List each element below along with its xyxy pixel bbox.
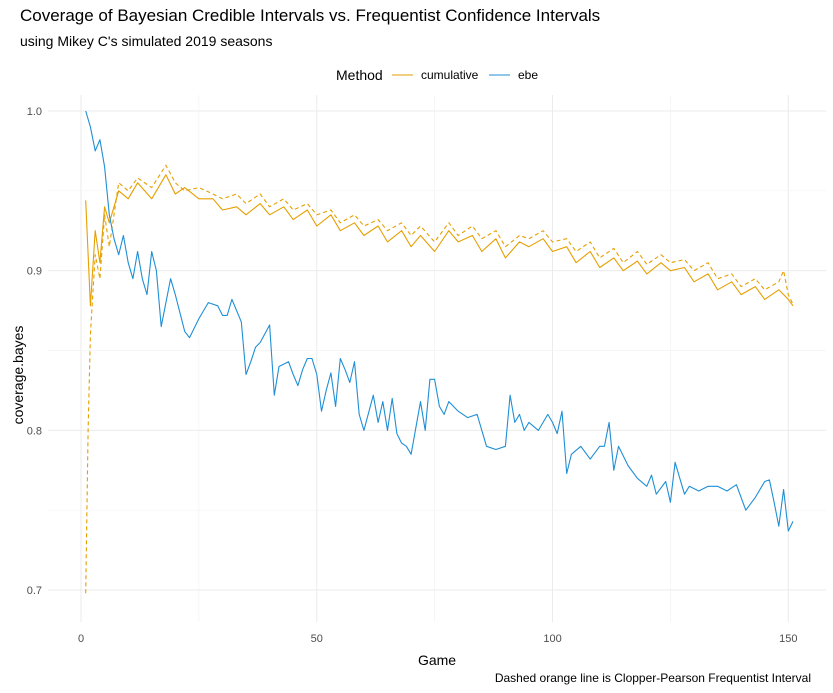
y-axis-title: coverage.bayes — [10, 326, 26, 425]
x-tick-label: 100 — [543, 633, 561, 645]
series-line-cumulative — [85, 174, 794, 307]
grid-lines — [48, 95, 826, 622]
series-line-ebe — [85, 110, 794, 532]
series-line-series-1-dashed — [85, 164, 794, 594]
x-axis-title: Game — [418, 652, 456, 668]
series-lines — [85, 110, 794, 594]
y-tick-label: 0.7 — [27, 585, 42, 597]
legend-title: Method — [336, 67, 383, 83]
chart-title: Coverage of Bayesian Credible Intervals … — [20, 6, 601, 25]
x-tick-label: 150 — [779, 633, 797, 645]
chart-caption: Dashed orange line is Clopper-Pearson Fr… — [494, 671, 811, 685]
legend: Method cumulative ebe — [336, 67, 538, 83]
legend-label-ebe: ebe — [518, 68, 538, 82]
tick-labels: 0 50 100 150 0.7 0.8 0.9 1.0 — [27, 106, 798, 645]
y-tick-label: 1.0 — [27, 106, 42, 118]
x-tick-label: 0 — [78, 633, 84, 645]
chart-subtitle: using Mikey C's simulated 2019 seasons — [20, 33, 273, 49]
x-tick-label: 50 — [311, 633, 323, 645]
y-tick-label: 0.8 — [27, 425, 42, 437]
legend-label-cumulative: cumulative — [421, 68, 479, 82]
y-tick-label: 0.9 — [27, 266, 42, 278]
